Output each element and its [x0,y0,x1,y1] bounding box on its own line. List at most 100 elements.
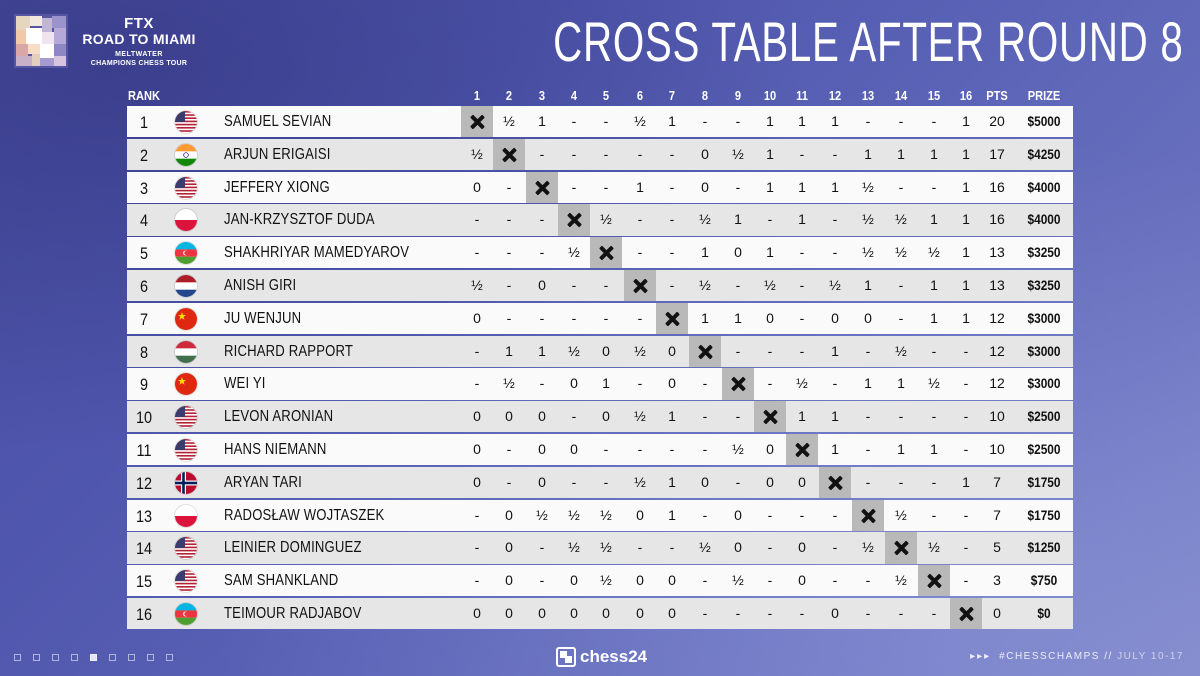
slide-dot [109,654,116,661]
result-cell: - [571,408,577,425]
result-cell: - [767,211,773,228]
player-prize: $3250 [1027,244,1061,261]
slide-dot [166,654,173,661]
result-cell: ½ [600,506,612,523]
result-cell: 0 [538,473,546,490]
result-cell: - [506,440,512,457]
table-row: 9 WEI YI - ½ - 0 1 - 0 - - ½ - 1 1 ½ - 12 $3000 [127,368,1073,400]
player-points: 10 [989,408,1005,425]
player-name: JEFFERY XIONG [224,178,330,196]
result-cell: ½ [600,572,612,589]
player-rank: 1 [139,113,149,132]
result-cell: - [474,244,480,261]
flag-az-icon [175,242,197,265]
result-cell: - [832,145,838,162]
result-cell: ½ [895,244,907,261]
result-cell: - [702,572,708,589]
result-cell: ½ [634,473,646,490]
self-cross-icon [819,466,851,499]
player-prize: $3250 [1027,276,1061,293]
result-cell: - [506,276,512,293]
result-cell: ½ [829,276,841,293]
result-cell: 1 [668,473,676,490]
result-cell: ½ [503,113,515,129]
result-cell: - [539,145,545,162]
player-prize: $1250 [1027,539,1061,556]
result-cell: ½ [471,145,483,162]
result-cell: - [474,375,480,392]
header-round-13: 13 [861,88,875,103]
result-cell: 1 [930,440,938,457]
result-cell: - [735,276,741,293]
player-name: HANS NIEMANN [224,440,327,458]
result-cell: ½ [862,539,874,556]
result-cell: - [898,113,904,129]
result-cell: - [571,473,577,490]
result-cell: - [963,539,969,556]
player-name: RADOSŁAW WOJTASZEK [224,506,385,524]
result-cell: 1 [930,309,938,326]
result-cell: 1 [864,375,872,392]
result-cell: - [963,506,969,523]
table-row: 16 TEIMOUR RADJABOV 0 0 0 0 0 0 0 - - - - 0 - - - 0 $0 [127,597,1073,630]
result-cell: 0 [505,539,513,556]
flag-us-icon [175,111,197,133]
player-name: TEIMOUR RADJABOV [224,604,362,622]
result-cell: - [832,539,838,556]
header-round-4: 4 [570,88,578,103]
chess24-icon [556,647,576,667]
player-name: ARYAN TARI [224,473,302,491]
player-rank: 14 [135,539,153,559]
result-cell: 0 [798,572,806,589]
player-points: 17 [989,145,1005,162]
result-cell: - [506,211,512,228]
result-cell: - [669,276,675,293]
result-cell: 0 [473,309,481,326]
result-cell: - [931,113,937,129]
player-points: 5 [993,539,1001,556]
result-cell: 1 [505,342,513,359]
result-cell: - [898,473,904,490]
player-name: RICHARD RAPPORT [224,342,354,360]
result-cell: 1 [864,145,872,162]
result-cell: 0 [766,440,774,457]
result-cell: ½ [503,375,515,392]
result-cell: 0 [798,473,806,490]
result-cell: 0 [473,440,481,457]
result-cell: - [735,604,741,621]
result-cell: - [702,375,708,392]
result-cell: 0 [538,440,546,457]
result-cell: - [603,276,609,293]
player-points: 10 [989,440,1005,457]
footer-info: ▸▸▸ #CHESSCHAMPS // JULY 10-17 [970,651,1184,662]
result-cell: 1 [930,211,938,228]
result-cell: 1 [766,113,774,129]
self-cross-icon [558,204,590,236]
result-cell: 0 [668,342,676,359]
table-row: 11 HANS NIEMANN 0-0 0- - - - ½ 0 1-1 1-10 $2500 [127,433,1073,466]
player-points: 3 [993,572,1001,589]
result-cell: - [637,309,643,326]
header-round-12: 12 [828,88,842,103]
result-cell: - [571,276,577,293]
player-name: LEVON ARONIAN [224,408,334,426]
player-prize: $3000 [1027,375,1061,392]
event-subtitle-1: MELTWATER [115,51,163,58]
result-cell: 1 [897,375,905,392]
result-cell: 1 [962,113,970,129]
result-cell: 0 [602,604,610,621]
event-logo [14,14,68,68]
result-cell: 1 [930,276,938,293]
result-cell: - [669,539,675,556]
result-cell: 0 [570,375,578,392]
result-cell: 0 [766,473,774,490]
result-cell: ½ [699,211,711,228]
player-points: 16 [989,178,1005,195]
result-cell: ½ [928,539,940,556]
result-cell: - [832,572,838,589]
result-cell: - [506,309,512,326]
result-cell: 1 [538,342,546,359]
result-cell: 1 [668,113,676,129]
event-subtitle-2: CHAMPIONS CHESS TOUR [90,60,188,67]
result-cell: - [963,342,969,359]
